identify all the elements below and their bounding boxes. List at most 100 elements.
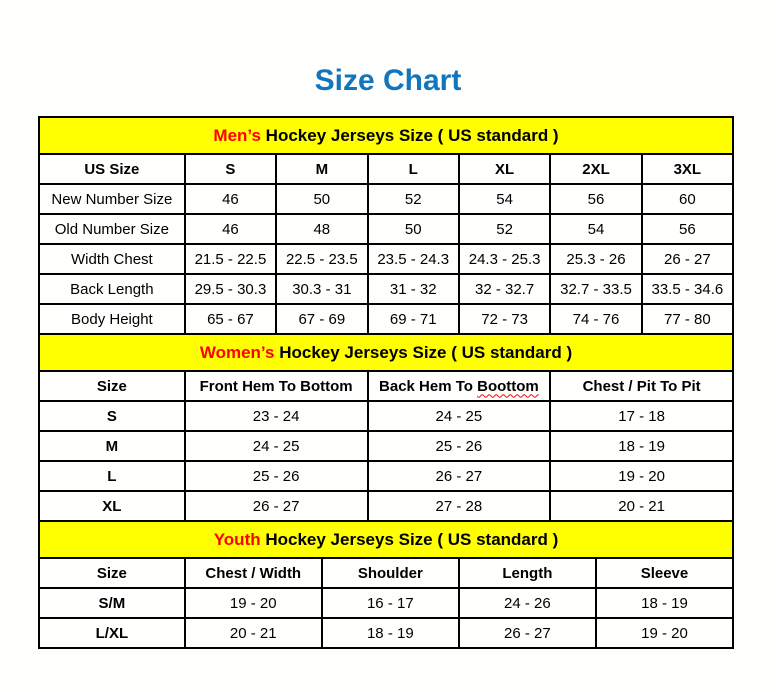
table-cell: 20 - 21 [183, 617, 323, 649]
womens-highlight-word: Women’s [199, 342, 275, 362]
mens-size-table: Men’s Hockey Jerseys Size ( US standard … [38, 116, 735, 335]
column-header-sleeve: Sleeve [594, 557, 735, 589]
table-cell: 29.5 - 30.3 [183, 273, 278, 305]
table-cell: 18 - 19 [594, 587, 735, 619]
column-header-back-hem: Back Hem To Boottom [366, 370, 552, 402]
womens-size-table: Women’s Hockey Jerseys Size ( US standar… [38, 333, 734, 522]
table-cell: 23.5 - 24.3 [366, 243, 460, 275]
table-cell: 26 - 27 [640, 243, 735, 275]
table-row: Old Number Size 46 48 50 52 54 56 [38, 213, 735, 245]
column-header-xl: XL [457, 153, 552, 185]
table-cell: 50 [275, 183, 369, 215]
column-header-size: Size [38, 370, 186, 402]
table-cell: 31 - 32 [366, 273, 460, 305]
table-cell: 19 - 20 [549, 460, 734, 492]
table-cell: 67 - 69 [275, 303, 369, 335]
table-cell: 65 - 67 [183, 303, 278, 335]
youth-size-table: Youth Hockey Jerseys Size ( US standard … [38, 520, 735, 649]
page-title: Size Chart [314, 64, 462, 97]
table-cell: 33.5 - 34.6 [640, 273, 735, 305]
table-cell: 54 [549, 213, 643, 245]
womens-section-header: Women’s Hockey Jerseys Size ( US standar… [38, 333, 734, 372]
table-cell: 52 [366, 183, 460, 215]
column-header-length: Length [457, 557, 597, 589]
row-label: S/M [38, 587, 186, 619]
table-cell: 74 - 76 [549, 303, 643, 335]
table-row: S/M 19 - 20 16 - 17 24 - 26 18 - 19 [38, 587, 735, 619]
table-row: Back Length 29.5 - 30.3 30.3 - 31 31 - 3… [38, 273, 735, 305]
table-cell: 23 - 24 [183, 400, 369, 432]
row-label: Old Number Size [38, 213, 186, 245]
table-cell: 56 [549, 183, 643, 215]
table-cell: 22.5 - 23.5 [275, 243, 369, 275]
table-cell: 54 [457, 183, 552, 215]
row-label: S [38, 400, 186, 432]
table-cell: 26 - 27 [366, 460, 552, 492]
mens-section-header: Men’s Hockey Jerseys Size ( US standard … [38, 116, 734, 155]
table-cell: 18 - 19 [549, 430, 734, 462]
column-header-l: L [366, 153, 460, 185]
table-cell: 20 - 21 [549, 490, 734, 522]
table-row: L 25 - 26 26 - 27 19 - 20 [38, 460, 734, 492]
table-cell: 46 [183, 183, 278, 215]
table-cell: 25 - 26 [366, 430, 552, 462]
table-row: L/XL 20 - 21 18 - 19 26 - 27 19 - 20 [38, 617, 735, 649]
mens-column-header-row: US Size S M L XL 2XL 3XL [38, 153, 735, 185]
column-header-3xl: 3XL [640, 153, 735, 185]
column-header-chest-pit: Chest / Pit To Pit [549, 370, 734, 402]
womens-section-header-row: Women’s Hockey Jerseys Size ( US standar… [38, 333, 734, 372]
table-cell: 25.3 - 26 [549, 243, 643, 275]
table-cell: 69 - 71 [366, 303, 460, 335]
row-label: L/XL [38, 617, 186, 649]
table-cell: 32 - 32.7 [457, 273, 552, 305]
table-cell: 24.3 - 25.3 [457, 243, 552, 275]
table-row: M 24 - 25 25 - 26 18 - 19 [38, 430, 734, 462]
column-header-us-size: US Size [38, 153, 186, 185]
table-cell: 77 - 80 [640, 303, 735, 335]
mens-section-header-row: Men’s Hockey Jerseys Size ( US standard … [38, 116, 734, 155]
table-cell: 19 - 20 [594, 617, 735, 649]
table-cell: 24 - 25 [366, 400, 552, 432]
mens-highlight-word: Men’s [213, 125, 261, 145]
table-cell: 30.3 - 31 [275, 273, 369, 305]
table-cell: 48 [275, 213, 369, 245]
row-label: XL [38, 490, 186, 522]
column-header-m: M [275, 153, 369, 185]
column-header-front-hem: Front Hem To Bottom [183, 370, 369, 402]
table-cell: 60 [640, 183, 735, 215]
table-cell: 17 - 18 [549, 400, 734, 432]
table-row: Width Chest 21.5 - 22.5 22.5 - 23.5 23.5… [38, 243, 735, 275]
table-cell: 16 - 17 [320, 587, 460, 619]
column-header-size: Size [38, 557, 186, 589]
youth-column-header-row: Size Chest / Width Shoulder Length Sleev… [38, 557, 735, 589]
table-cell: 18 - 19 [320, 617, 460, 649]
row-label: Body Height [38, 303, 186, 335]
misspelled-word-squiggle: Boottom [477, 377, 539, 395]
table-row: Body Height 65 - 67 67 - 69 69 - 71 72 -… [38, 303, 735, 335]
table-cell: 24 - 25 [183, 430, 369, 462]
table-row: XL 26 - 27 27 - 28 20 - 21 [38, 490, 734, 522]
table-row: New Number Size 46 50 52 54 56 60 [38, 183, 735, 215]
table-cell: 25 - 26 [183, 460, 369, 492]
column-header-s: S [183, 153, 278, 185]
column-header-shoulder: Shoulder [320, 557, 460, 589]
row-label: Width Chest [38, 243, 186, 275]
table-cell: 19 - 20 [183, 587, 323, 619]
womens-section-title-text: Hockey Jerseys Size ( US standard ) [274, 342, 573, 362]
table-row: S 23 - 24 24 - 25 17 - 18 [38, 400, 734, 432]
table-cell: 72 - 73 [457, 303, 552, 335]
table-cell: 32.7 - 33.5 [549, 273, 643, 305]
womens-column-header-row: Size Front Hem To Bottom Back Hem To Boo… [38, 370, 734, 402]
table-cell: 26 - 27 [457, 617, 597, 649]
table-cell: 24 - 26 [457, 587, 597, 619]
mens-section-title-text: Hockey Jerseys Size ( US standard ) [260, 125, 559, 145]
size-tables-container: Men’s Hockey Jerseys Size ( US standard … [38, 116, 735, 649]
table-cell: 56 [640, 213, 735, 245]
table-cell: 46 [183, 213, 278, 245]
youth-section-title-text: Hockey Jerseys Size ( US standard ) [260, 529, 559, 549]
youth-highlight-word: Youth [213, 529, 261, 549]
youth-section-header: Youth Hockey Jerseys Size ( US standard … [38, 520, 734, 559]
table-cell: 21.5 - 22.5 [183, 243, 278, 275]
table-cell: 26 - 27 [183, 490, 369, 522]
